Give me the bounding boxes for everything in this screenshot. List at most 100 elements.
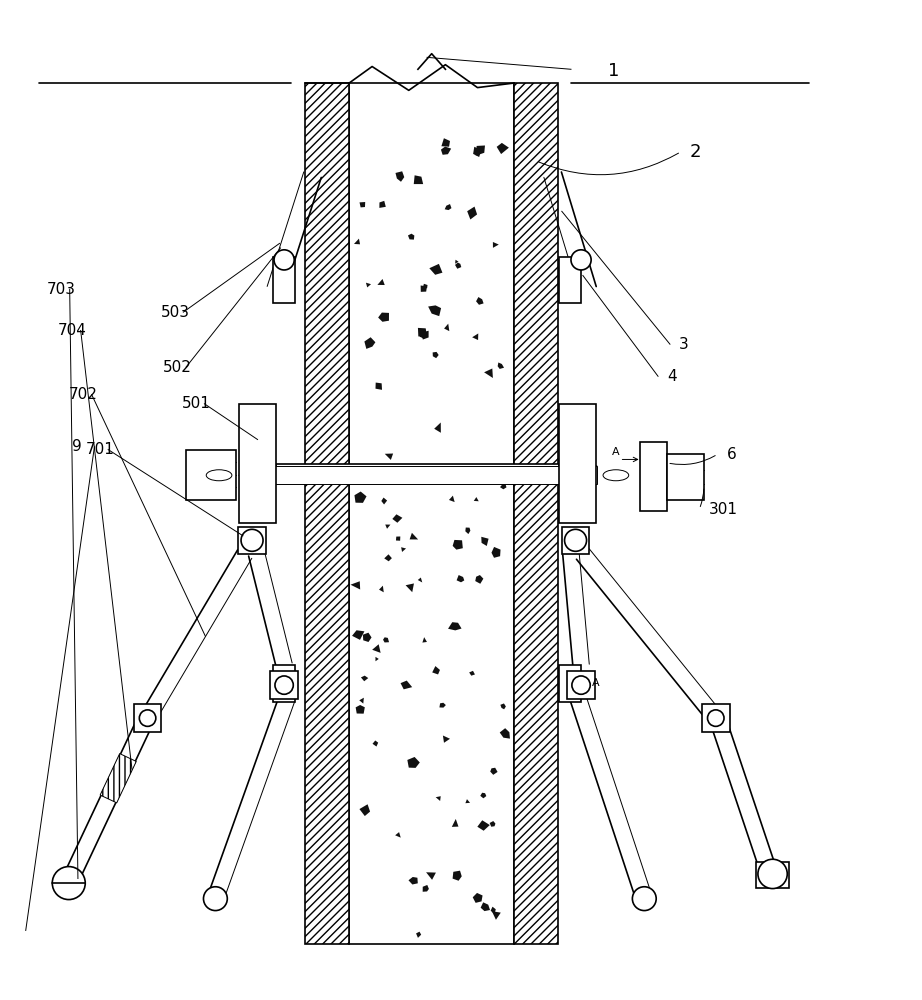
- Polygon shape: [432, 666, 440, 674]
- Polygon shape: [372, 644, 381, 653]
- Bar: [276, 464, 559, 478]
- Bar: [273, 665, 295, 702]
- Polygon shape: [500, 484, 506, 489]
- Polygon shape: [441, 147, 451, 155]
- Ellipse shape: [207, 470, 232, 481]
- Bar: [559, 257, 581, 303]
- Polygon shape: [428, 305, 441, 316]
- Polygon shape: [498, 362, 504, 369]
- Polygon shape: [466, 528, 470, 534]
- Polygon shape: [408, 234, 414, 240]
- Polygon shape: [372, 740, 378, 747]
- Circle shape: [139, 710, 156, 726]
- Polygon shape: [408, 877, 418, 885]
- Polygon shape: [379, 586, 384, 592]
- Circle shape: [274, 250, 294, 270]
- Polygon shape: [420, 285, 427, 292]
- Polygon shape: [354, 492, 367, 503]
- Polygon shape: [452, 819, 458, 827]
- Polygon shape: [414, 175, 423, 184]
- Circle shape: [572, 676, 590, 694]
- Ellipse shape: [603, 470, 629, 481]
- Polygon shape: [375, 657, 379, 661]
- Polygon shape: [491, 911, 501, 920]
- Polygon shape: [501, 703, 506, 709]
- Polygon shape: [432, 352, 439, 358]
- Polygon shape: [383, 637, 389, 642]
- Polygon shape: [455, 260, 458, 264]
- Polygon shape: [396, 171, 404, 182]
- Text: 703: 703: [47, 282, 76, 297]
- Polygon shape: [484, 368, 493, 378]
- Polygon shape: [491, 768, 498, 775]
- Polygon shape: [396, 536, 400, 541]
- Polygon shape: [401, 547, 406, 552]
- Text: 701: 701: [85, 442, 114, 457]
- Polygon shape: [448, 622, 462, 630]
- Text: 4: 4: [668, 369, 677, 384]
- Polygon shape: [422, 637, 427, 643]
- Polygon shape: [360, 202, 365, 207]
- Polygon shape: [356, 705, 365, 714]
- Polygon shape: [360, 698, 364, 704]
- Polygon shape: [406, 583, 414, 592]
- Polygon shape: [466, 799, 470, 803]
- Polygon shape: [444, 204, 452, 210]
- Polygon shape: [455, 263, 461, 269]
- Text: 702: 702: [69, 387, 98, 402]
- Polygon shape: [378, 313, 389, 322]
- Polygon shape: [361, 676, 368, 681]
- Polygon shape: [350, 581, 361, 590]
- Bar: [349, 83, 514, 944]
- Polygon shape: [476, 145, 485, 156]
- Polygon shape: [420, 330, 426, 339]
- Text: 501: 501: [182, 396, 210, 411]
- Circle shape: [632, 887, 656, 911]
- Polygon shape: [366, 283, 371, 287]
- Bar: [305, 83, 349, 944]
- Text: 9: 9: [72, 439, 81, 454]
- Bar: [270, 671, 298, 699]
- Polygon shape: [396, 832, 401, 838]
- Polygon shape: [497, 143, 509, 154]
- Polygon shape: [442, 138, 450, 147]
- Polygon shape: [377, 279, 384, 285]
- Polygon shape: [480, 793, 486, 798]
- Polygon shape: [453, 540, 463, 550]
- Polygon shape: [375, 383, 382, 390]
- Polygon shape: [418, 328, 427, 336]
- Text: A: A: [592, 678, 599, 688]
- Bar: [273, 257, 295, 303]
- Polygon shape: [478, 820, 490, 831]
- Polygon shape: [474, 497, 479, 501]
- Bar: [559, 665, 581, 702]
- Polygon shape: [364, 337, 375, 349]
- Bar: [567, 671, 595, 699]
- Polygon shape: [490, 821, 495, 827]
- Bar: [514, 83, 558, 944]
- Polygon shape: [472, 333, 479, 340]
- Polygon shape: [467, 207, 477, 219]
- Polygon shape: [416, 932, 421, 938]
- Circle shape: [758, 859, 787, 889]
- Polygon shape: [443, 736, 450, 743]
- Circle shape: [53, 867, 85, 900]
- Text: 502: 502: [163, 360, 192, 375]
- Text: 6: 6: [727, 447, 737, 462]
- Polygon shape: [500, 728, 510, 739]
- Polygon shape: [440, 703, 446, 708]
- Polygon shape: [493, 242, 499, 248]
- Polygon shape: [408, 757, 420, 768]
- Bar: [134, 704, 161, 732]
- Polygon shape: [444, 324, 449, 331]
- Polygon shape: [473, 147, 481, 157]
- Polygon shape: [430, 264, 443, 275]
- Bar: [702, 704, 729, 732]
- Text: 503: 503: [160, 305, 189, 320]
- Polygon shape: [388, 475, 395, 482]
- Circle shape: [275, 676, 293, 694]
- Polygon shape: [360, 804, 370, 816]
- Polygon shape: [393, 514, 402, 523]
- Polygon shape: [384, 454, 393, 460]
- Text: A: A: [612, 447, 620, 457]
